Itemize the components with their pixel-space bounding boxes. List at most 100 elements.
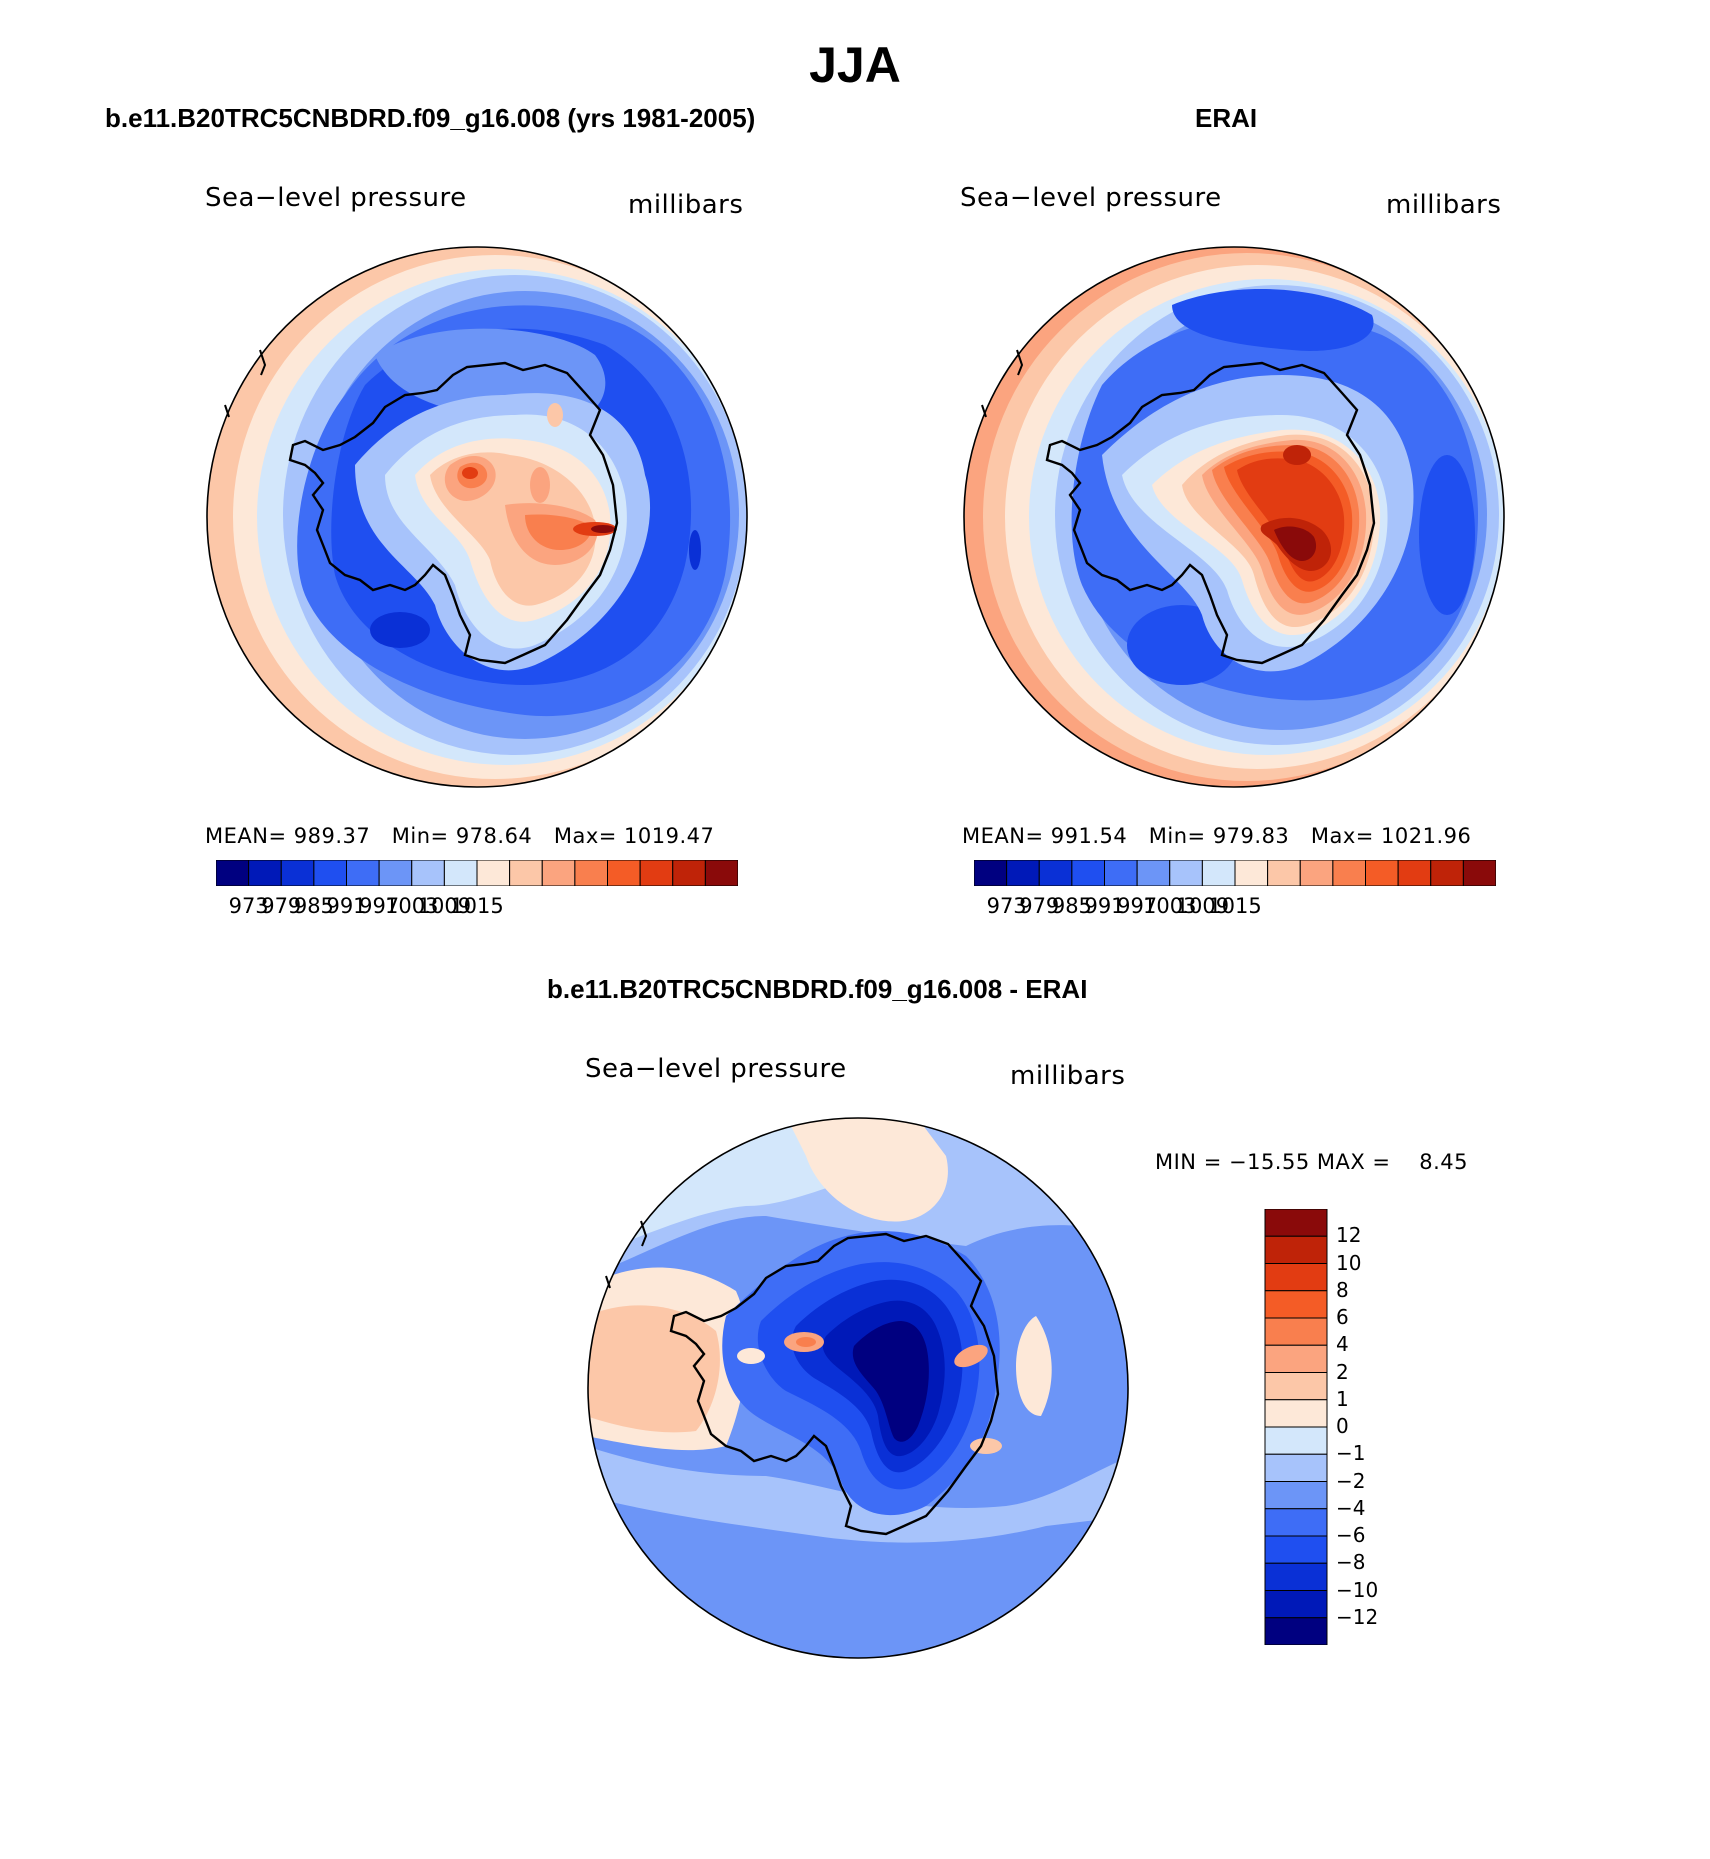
- model-max-value: 1019.47: [624, 824, 715, 848]
- difference-colorbar-tick-label: 12: [1336, 1223, 1362, 1248]
- obs-colorbar-box: [1038, 860, 1073, 886]
- model-colorbar-box: [476, 860, 511, 886]
- obs-colorbar: [974, 860, 1496, 886]
- difference-colorbar-ticks: 12 10 8 6 4 2 1 0 −1 −2 −4 −6 −8 −10 −12: [1336, 1209, 1456, 1645]
- obs-colorbar-box: [1169, 860, 1203, 886]
- model-min-value: 978.64: [455, 824, 533, 848]
- model-colorbar-box: [607, 860, 641, 886]
- model-units-label: millibars: [628, 190, 744, 220]
- model-colorbar-box: [216, 860, 250, 886]
- model-panel-title: b.e11.B20TRC5CNBDRD.f09_g16.008 (yrs 198…: [105, 103, 756, 133]
- model-colorbar-box: [248, 860, 282, 886]
- difference-colorbar-box: [1264, 1372, 1328, 1401]
- figure-title: JJA: [809, 37, 901, 93]
- difference-colorbar-box: [1264, 1344, 1328, 1373]
- obs-colorbar-box: [1299, 860, 1334, 886]
- model-colorbar-box: [639, 860, 674, 886]
- difference-colorbar-tick-label: 4: [1336, 1332, 1349, 1357]
- difference-variable-label: Sea−level pressure: [585, 1054, 847, 1084]
- difference-colorbar-tick-label: 2: [1336, 1359, 1349, 1384]
- obs-colorbar-tick-label: 1003: [1143, 894, 1197, 918]
- obs-colorbar-ticks: 973 979 985 991 997 1003 1009 1015: [974, 894, 1496, 920]
- model-antarctica-coastline: [288, 361, 619, 665]
- difference-colorbar-tick-label: 0: [1336, 1414, 1349, 1438]
- difference-colorbar: [1264, 1209, 1328, 1645]
- obs-max-value: 1021.96: [1381, 824, 1472, 848]
- model-colorbar: [216, 860, 738, 886]
- model-colorbar-box: [346, 860, 380, 886]
- model-slp-contours: [207, 247, 747, 787]
- model-colorbar-box: [574, 860, 608, 886]
- difference-polar-map: [587, 1117, 1129, 1659]
- obs-variable-label: Sea−level pressure: [960, 183, 1222, 213]
- difference-units-label: millibars: [1010, 1061, 1126, 1091]
- difference-colorbar-box: [1264, 1290, 1328, 1319]
- difference-colorbar-box: [1264, 1508, 1328, 1537]
- model-colorbar-box: [411, 860, 445, 886]
- difference-colorbar-box: [1264, 1562, 1328, 1591]
- model-colorbar-box: [313, 860, 347, 886]
- model-colorbar-tick-label: 985: [293, 894, 334, 918]
- obs-panel-title: ERAI: [1195, 103, 1258, 133]
- difference-colorbar-box: [1264, 1481, 1328, 1510]
- difference-colorbar-box: [1264, 1317, 1328, 1346]
- difference-min-value: −15.55: [1228, 1150, 1310, 1174]
- obs-colorbar-box: [1462, 860, 1496, 886]
- model-colorbar-box: [280, 860, 315, 886]
- difference-colorbar-tick-label: −6: [1336, 1523, 1366, 1547]
- difference-colorbar-tick-label: 1: [1336, 1386, 1349, 1411]
- obs-colorbar-box: [1201, 860, 1236, 886]
- obs-map-border: [963, 246, 1505, 788]
- obs-colorbar-tick-label: 979: [1019, 894, 1060, 918]
- obs-slp-contours: [964, 247, 1504, 787]
- obs-colorbar-box: [974, 860, 1008, 886]
- difference-colorbar-box: [1264, 1263, 1328, 1292]
- difference-colorbar-tick-label: −10: [1336, 1577, 1379, 1602]
- obs-colorbar-box: [1136, 860, 1171, 886]
- model-colorbar-ticks: 973 979 985 991 997 1003 1009 1015: [216, 894, 738, 920]
- obs-units-label: millibars: [1386, 190, 1502, 220]
- model-colorbar-tick-label: 1009: [417, 894, 472, 918]
- difference-colorbar-tick-label: −12: [1336, 1604, 1379, 1629]
- difference-colorbar-box: [1264, 1590, 1328, 1619]
- obs-colorbar-tick-label: 991: [1084, 894, 1125, 918]
- difference-colorbar-tick-label: −1: [1336, 1441, 1366, 1466]
- model-colorbar-box: [443, 860, 478, 886]
- model-mean-value: 989.37: [293, 824, 371, 848]
- obs-colorbar-box: [1006, 860, 1040, 886]
- model-colorbar-box: [509, 860, 543, 886]
- model-colorbar-tick-label: 991: [326, 894, 367, 918]
- model-colorbar-box: [704, 860, 738, 886]
- obs-colorbar-box: [1365, 860, 1399, 886]
- obs-colorbar-box: [1104, 860, 1138, 886]
- obs-stats-line: MEAN= 991.54 Min= 979.83 Max= 1021.96: [962, 824, 1472, 848]
- difference-colorbar-tick-label: 8: [1336, 1277, 1349, 1302]
- difference-colorbar-box: [1264, 1617, 1328, 1645]
- model-colorbar-tick-label: 997: [359, 894, 400, 918]
- difference-panel-title: b.e11.B20TRC5CNBDRD.f09_g16.008 - ERAI: [547, 974, 1088, 1004]
- obs-polar-map: [963, 246, 1505, 788]
- model-colorbar-tick-label: 979: [261, 894, 302, 918]
- difference-colorbar-box: [1264, 1399, 1328, 1428]
- difference-colorbar-box: [1264, 1453, 1328, 1482]
- difference-colorbar-box: [1264, 1209, 1328, 1237]
- difference-max-value: 8.45: [1419, 1150, 1469, 1174]
- obs-colorbar-tick-label: 985: [1051, 894, 1092, 918]
- difference-colorbar-box: [1264, 1426, 1328, 1455]
- model-colorbar-box: [541, 860, 576, 886]
- difference-colorbar-box: [1264, 1235, 1328, 1264]
- difference-colorbar-tick-label: −2: [1336, 1468, 1366, 1493]
- model-colorbar-box: [672, 860, 706, 886]
- model-polar-map: [206, 246, 748, 788]
- model-map-border: [206, 246, 748, 788]
- obs-colorbar-tick-label: 1015: [1208, 894, 1262, 918]
- difference-minmax-line: MIN = −15.55 MAX = 8.45: [1155, 1150, 1469, 1174]
- model-colorbar-tick-label: 973: [228, 894, 269, 918]
- model-stats-line: MEAN= 989.37 Min= 978.64 Max= 1019.47: [205, 824, 715, 848]
- difference-colorbar-tick-label: −4: [1336, 1495, 1366, 1520]
- obs-colorbar-box: [1071, 860, 1105, 886]
- obs-mean-value: 991.54: [1050, 824, 1128, 848]
- obs-colorbar-box: [1267, 860, 1301, 886]
- obs-min-value: 979.83: [1212, 824, 1290, 848]
- obs-colorbar-tick-label: 973: [986, 894, 1027, 918]
